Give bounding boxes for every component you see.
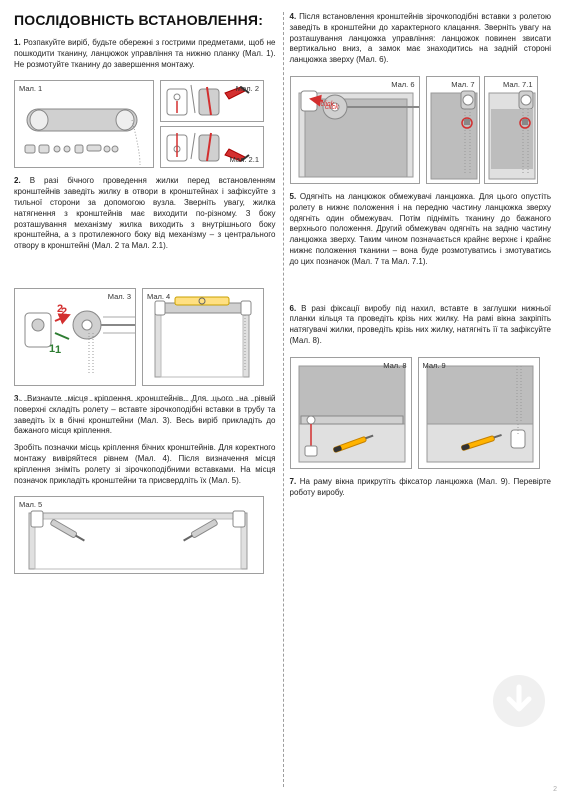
watermark-icon — [491, 673, 547, 729]
fig9-label: Мал. 9 — [423, 361, 446, 370]
step-3b-text: Зробіть позначки місць кріплення бічних … — [14, 443, 276, 484]
fig-row-2: Мал. 3 2 1 — [14, 288, 276, 386]
fig-row-3: Мал. 5 — [14, 496, 276, 574]
right-column: 4. Після встановлення кронштейнів зірочк… — [290, 12, 552, 787]
step-2-text: В разі бічного проведення жилки перед вс… — [14, 176, 276, 250]
figure-8: Мал. 8 — [290, 357, 412, 469]
step-3-num: 3. — [14, 394, 21, 403]
fig4-label: Мал. 4 — [147, 292, 170, 301]
fig5-label: Мал. 5 — [19, 500, 42, 509]
fig21-label: Мал. 2.1 — [230, 155, 259, 164]
fig4-svg — [145, 291, 263, 385]
fig6-label: Мал. 6 — [391, 80, 414, 89]
step-6: 6. В разі фіксації виробу під нахил, вст… — [290, 304, 552, 347]
fig8-svg — [293, 360, 411, 468]
figure-3: Мал. 3 2 1 — [14, 288, 136, 386]
fig-col-7: Мал. 7 Мал. 7.1 — [426, 76, 538, 184]
fig6-svg: click — [293, 79, 419, 183]
step-5: 5. Одягніть на ланцюжок обмежувачі ланцю… — [290, 192, 552, 268]
figure-1: Мал. 1 — [14, 80, 154, 168]
fig1-label: Мал. 1 — [19, 84, 42, 93]
horizontal-divider — [14, 400, 269, 401]
fig8-label: Мал. 8 — [383, 361, 406, 370]
page-number: 2 — [553, 786, 557, 793]
figure-6: Мал. 6 click click — [290, 76, 420, 184]
fig-col-2: Мал. 2 Мал. 2.1 — [160, 80, 264, 168]
fig7-svg — [429, 79, 479, 183]
vertical-divider — [283, 12, 284, 787]
step-2-num: 2. — [14, 176, 21, 185]
step-6-num: 6. — [290, 304, 297, 313]
step-4: 4. Після встановлення кронштейнів зірочк… — [290, 12, 552, 66]
fig71-label: Мал. 7.1 — [503, 80, 532, 89]
step-4-text: Після встановлення кронштейнів зірочкопо… — [290, 12, 552, 64]
fig3-num1: 1 — [55, 344, 61, 356]
fig3-svg: 2 1 — [17, 291, 135, 385]
fig1-svg — [17, 83, 153, 167]
fig9-svg — [421, 360, 539, 468]
page-title: ПОСЛІДОВНІСТЬ ВСТАНОВЛЕННЯ: — [14, 12, 276, 28]
fig6-click: click — [321, 101, 335, 108]
step-7: 7. На раму вікна прикрутіть фіксатор лан… — [290, 477, 552, 499]
step-2: 2. В разі бічного проведення жилки перед… — [14, 176, 276, 252]
step-5-text: Одягніть на ланцюжок обмежувачі ланцюжка… — [290, 192, 552, 266]
step-5-num: 5. — [290, 192, 297, 201]
figure-71: Мал. 7.1 — [484, 76, 538, 184]
fig3-n2: 2 — [57, 303, 63, 315]
step-1: 1. Розпакуйте виріб, будьте обережні з г… — [14, 38, 276, 70]
step-6-text: В разі фіксації виробу під нахил, вставт… — [290, 304, 552, 345]
figure-7: Мал. 7 — [426, 76, 480, 184]
step-1-num: 1. — [14, 38, 21, 47]
step-4-num: 4. — [290, 12, 297, 21]
fig2-label: Мал. 2 — [236, 84, 259, 93]
fig7-label: Мал. 7 — [451, 80, 474, 89]
figure-5: Мал. 5 — [14, 496, 264, 574]
fig3-n1: 1 — [49, 343, 55, 355]
step-7-num: 7. — [290, 477, 297, 486]
figure-2: Мал. 2 — [160, 80, 264, 122]
step-3b: Зробіть позначки місць кріплення бічних … — [14, 443, 276, 486]
fig3-label: Мал. 3 — [108, 292, 131, 301]
fig71-svg — [487, 79, 537, 183]
figure-9: Мал. 9 — [418, 357, 540, 469]
figure-21: Мал. 2.1 — [160, 126, 264, 168]
fig-row-4: Мал. 6 click click — [290, 76, 552, 184]
fig-row-1: Мал. 1 — [14, 80, 276, 168]
step-7-text: На раму вікна прикрутіть фіксатор ланцюж… — [290, 477, 551, 497]
fig5-svg — [17, 499, 263, 573]
fig-row-5: Мал. 8 Мал. 9 — [290, 357, 552, 469]
step-1-text: Розпакуйте виріб, будьте обережні з гост… — [14, 38, 276, 69]
figure-4: Мал. 4 — [142, 288, 264, 386]
